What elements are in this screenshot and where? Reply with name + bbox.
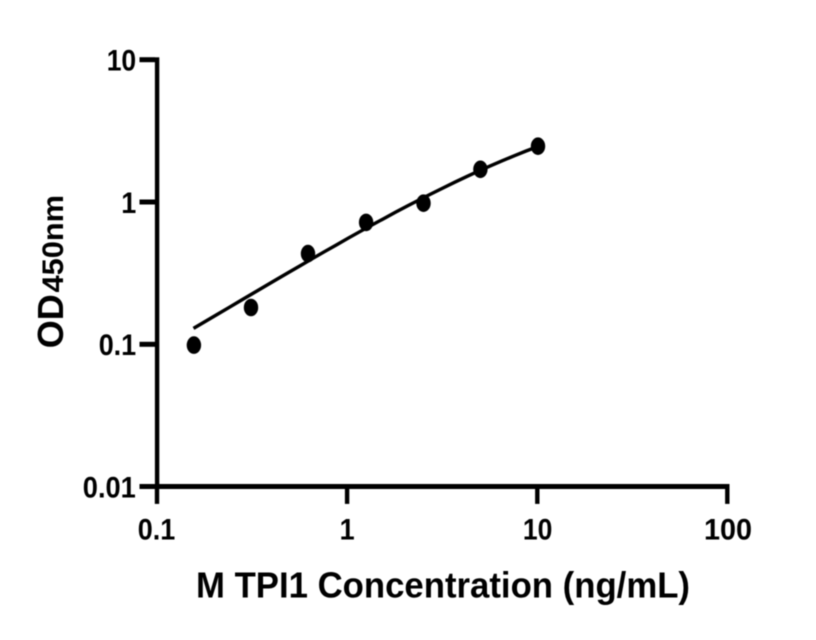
- svg-text:0.1: 0.1: [138, 514, 176, 547]
- svg-text:0.01: 0.01: [83, 471, 136, 504]
- svg-text:1: 1: [121, 187, 136, 220]
- svg-text:10: 10: [107, 45, 137, 78]
- svg-text:1: 1: [340, 514, 355, 547]
- svg-text:450nm: 450nm: [37, 195, 70, 293]
- svg-text:0.1: 0.1: [99, 329, 137, 362]
- svg-text:M TPI1 Concentration (ng/mL): M TPI1 Concentration (ng/mL): [196, 564, 690, 605]
- svg-text:10: 10: [523, 514, 553, 547]
- svg-text:OD: OD: [30, 294, 71, 348]
- svg-text:100: 100: [704, 514, 752, 547]
